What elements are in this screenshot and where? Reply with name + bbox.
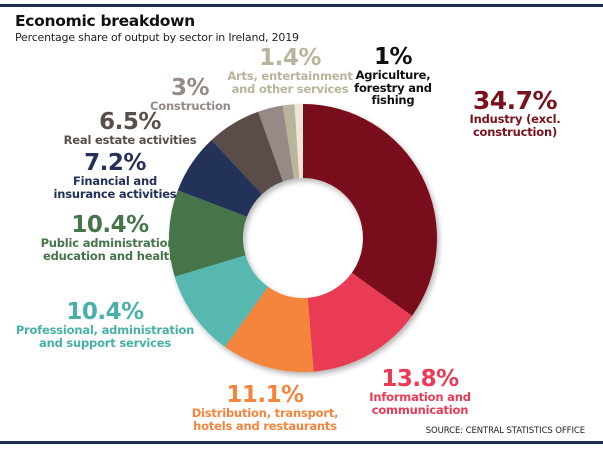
label-real-estate: 6.5% Real estate activities xyxy=(55,111,205,147)
pct-label: 10.4% xyxy=(71,212,149,238)
source-note: SOURCE: CENTRAL STATISTICS OFFICE xyxy=(425,426,585,436)
top-rule xyxy=(0,4,603,7)
desc-line: and support services xyxy=(39,335,171,350)
desc-line: Professional, administration xyxy=(15,323,195,337)
chart-title: Economic breakdown xyxy=(15,12,195,30)
desc-line: insurance activities xyxy=(53,186,177,201)
donut-slice-4 xyxy=(169,190,247,277)
desc-line: communication xyxy=(371,402,469,417)
label-construction: 3% Construction xyxy=(150,75,231,113)
pct-label: 11.1% xyxy=(226,382,304,408)
label-information: 13.8% Information and communication xyxy=(350,368,490,416)
desc-line: hotels and restaurants xyxy=(193,418,337,433)
donut-slice-3 xyxy=(174,255,269,347)
desc-line: Real estate activities xyxy=(63,133,197,147)
desc-line: forestry and xyxy=(354,80,432,95)
pct-label: 13.8% xyxy=(381,366,459,392)
desc-line: and other services xyxy=(231,81,349,96)
donut-slice-6 xyxy=(211,111,283,195)
donut-slice-8 xyxy=(282,104,300,179)
desc-line: education and health xyxy=(43,248,177,263)
donut-slices xyxy=(169,104,437,372)
label-financial: 7.2% Financial and insurance activities xyxy=(40,152,190,200)
donut-slice-2 xyxy=(224,286,314,372)
desc-line: Construction xyxy=(150,99,231,113)
pct-label: 10.4% xyxy=(66,299,144,325)
donut-slice-5 xyxy=(177,140,263,217)
pct-label: 1% xyxy=(373,44,413,70)
bottom-rule xyxy=(0,441,603,444)
desc-line: Information and xyxy=(369,390,471,404)
donut-slice-7 xyxy=(258,105,294,182)
label-arts: 1.4% Arts, entertainment and other servi… xyxy=(225,47,355,95)
pct-label: 6.5% xyxy=(99,109,161,135)
donut-slice-1 xyxy=(307,272,413,372)
label-industry: 34.7% Industry (excl. construction) xyxy=(440,88,590,138)
desc-line: construction) xyxy=(472,124,558,139)
desc-line: Financial and xyxy=(73,174,157,188)
desc-line: Industry (excl. xyxy=(469,112,561,126)
label-professional: 10.4% Professional, administration and s… xyxy=(10,301,200,349)
desc-line: fishing xyxy=(371,93,415,108)
pct-label: 1.4% xyxy=(259,45,321,71)
donut-slice-0 xyxy=(303,104,437,316)
desc-line: Arts, entertainment xyxy=(227,69,353,83)
desc-line: Distribution, transport, xyxy=(191,406,339,420)
desc-line: Public administration, xyxy=(40,236,180,250)
pct-label: 7.2% xyxy=(84,150,146,176)
chart-subtitle: Percentage share of output by sector in … xyxy=(15,31,299,44)
label-public: 10.4% Public administration, education a… xyxy=(20,214,200,262)
pct-label: 34.7% xyxy=(472,86,558,115)
donut-slice-9 xyxy=(294,104,303,179)
pct-label: 3% xyxy=(170,75,210,101)
desc-line: Agriculture, xyxy=(355,68,431,82)
label-agriculture: 1% Agriculture, forestry and fishing xyxy=(348,46,438,107)
label-distribution: 11.1% Distribution, transport, hotels an… xyxy=(185,384,345,432)
